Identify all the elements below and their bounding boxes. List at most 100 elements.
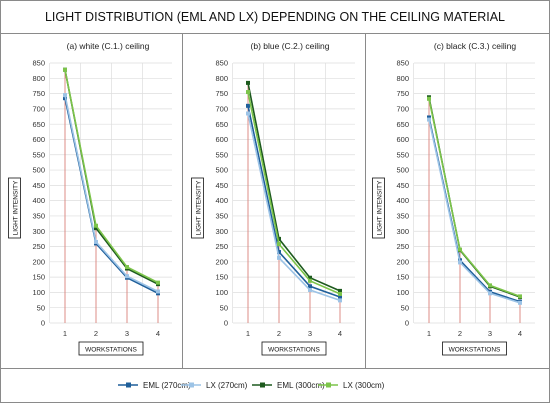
- y-tick-label: 750: [215, 89, 228, 98]
- x-tick-label: 1: [246, 329, 250, 338]
- legend-label: LX (300cm): [343, 381, 385, 390]
- series-point: [156, 289, 160, 294]
- y-tick-label: 150: [215, 273, 228, 282]
- x-tick-label: 3: [488, 329, 492, 338]
- y-tick-label: 700: [215, 104, 228, 113]
- panel-title: (b) blue (C.2.) ceiling: [251, 41, 330, 51]
- series-point: [277, 242, 281, 247]
- series-point: [488, 283, 492, 288]
- y-axis-label-box: [8, 177, 21, 239]
- y-tick-label: 450: [32, 181, 45, 190]
- y-tick-label: 450: [396, 181, 409, 190]
- series-point: [427, 117, 431, 122]
- y-tick-label: 200: [215, 257, 228, 266]
- y-axis-label-box: [191, 177, 204, 239]
- x-axis-label: WORKSTATIONS: [449, 347, 501, 354]
- y-tick-label: 600: [32, 135, 45, 144]
- x-tick-label: 2: [277, 329, 281, 338]
- y-tick-label: 100: [215, 288, 228, 297]
- y-tick-label: 0: [41, 319, 45, 328]
- series-point: [338, 288, 342, 293]
- legend-label: EML (270cm): [143, 381, 191, 390]
- series-point: [246, 103, 250, 108]
- y-tick-label: 750: [32, 89, 45, 98]
- y-tick-label: 350: [215, 212, 228, 221]
- y-tick-label: 0: [405, 319, 409, 328]
- x-tick-label: 4: [518, 329, 522, 338]
- y-tick-label: 550: [215, 150, 228, 159]
- series-point: [63, 67, 67, 72]
- series-point: [125, 265, 129, 270]
- series-point: [277, 250, 281, 255]
- y-tick-label: 300: [32, 227, 45, 236]
- figure-title: LIGHT DISTRIBUTION (EML AND LX) DEPENDIN…: [45, 10, 505, 24]
- chart-panel-1: (a) white (C.1.) ceiling 0 50 100 150 200 250 3…: [8, 41, 172, 356]
- series-point: [427, 96, 431, 101]
- series-point: [458, 260, 462, 265]
- y-axis-label-group: LIGHT INTENSITY: [8, 177, 21, 239]
- y-tick-label: 600: [396, 135, 409, 144]
- y-tick-label: 250: [396, 242, 409, 251]
- y-tick-label: 100: [396, 288, 409, 297]
- series-line: [247, 82, 341, 292]
- x-tick-label: 4: [156, 329, 160, 338]
- series-point: [156, 280, 160, 285]
- y-axis-label-box: [372, 177, 385, 239]
- x-axis-label-box: [442, 341, 507, 356]
- x-tick-label: 4: [338, 329, 342, 338]
- legend-swatch-marker: [126, 382, 131, 388]
- x-tick-label: 2: [94, 329, 98, 338]
- y-tick-label: 400: [32, 196, 45, 205]
- y-tick-label: 500: [32, 166, 45, 175]
- x-tick-label: 1: [63, 329, 67, 338]
- legend-swatch-marker: [260, 382, 265, 388]
- y-tick-label: 850: [32, 59, 45, 68]
- series-point: [94, 239, 98, 244]
- series-point: [94, 223, 98, 228]
- series-point: [246, 90, 250, 95]
- series-point: [94, 226, 98, 231]
- series-line: [64, 94, 159, 293]
- y-tick-label: 200: [396, 257, 409, 266]
- y-tick-label: 650: [215, 120, 228, 129]
- y-tick-label: 650: [32, 120, 45, 129]
- y-tick-label: 850: [396, 59, 409, 68]
- y-tick-label: 500: [215, 166, 228, 175]
- y-tick-label: 550: [32, 150, 45, 159]
- x-tick-label: 2: [458, 329, 462, 338]
- y-tick-label: 600: [215, 135, 228, 144]
- series-point: [63, 93, 67, 98]
- series-point: [338, 298, 342, 303]
- series-point: [308, 278, 312, 283]
- series-line: [247, 91, 341, 295]
- series-point: [338, 291, 342, 296]
- x-axis-label: WORKSTATIONS: [85, 347, 137, 354]
- panel-title: (a) white (C.1.) ceiling: [67, 41, 150, 51]
- y-tick-label: 50: [401, 303, 409, 312]
- y-tick-label: 300: [215, 227, 228, 236]
- x-axis-label-box: [78, 341, 144, 356]
- series-point: [246, 80, 250, 85]
- series-point: [518, 294, 522, 299]
- y-tick-label: 800: [32, 74, 45, 83]
- y-tick-label: 350: [396, 212, 409, 221]
- y-tick-label: 100: [32, 288, 45, 297]
- y-tick-label: 250: [215, 242, 228, 251]
- series-point: [518, 300, 522, 305]
- series-point: [338, 295, 342, 299]
- y-tick-label: 450: [215, 181, 228, 190]
- chart-panel-2: (b) blue (C.2.) ceiling 0 50 100 150 200 250 30…: [191, 41, 355, 356]
- y-axis-label-group: LIGHT INTENSITY: [191, 177, 204, 239]
- y-tick-label: 50: [220, 303, 228, 312]
- series-point: [308, 275, 312, 280]
- legend-swatch-marker: [189, 382, 194, 388]
- y-tick-label: 350: [32, 212, 45, 221]
- series-point: [488, 291, 492, 296]
- series-point: [277, 236, 281, 241]
- x-tick-label: 1: [427, 329, 431, 338]
- series-point: [125, 274, 129, 279]
- series-point: [246, 111, 250, 116]
- series-line: [428, 98, 521, 298]
